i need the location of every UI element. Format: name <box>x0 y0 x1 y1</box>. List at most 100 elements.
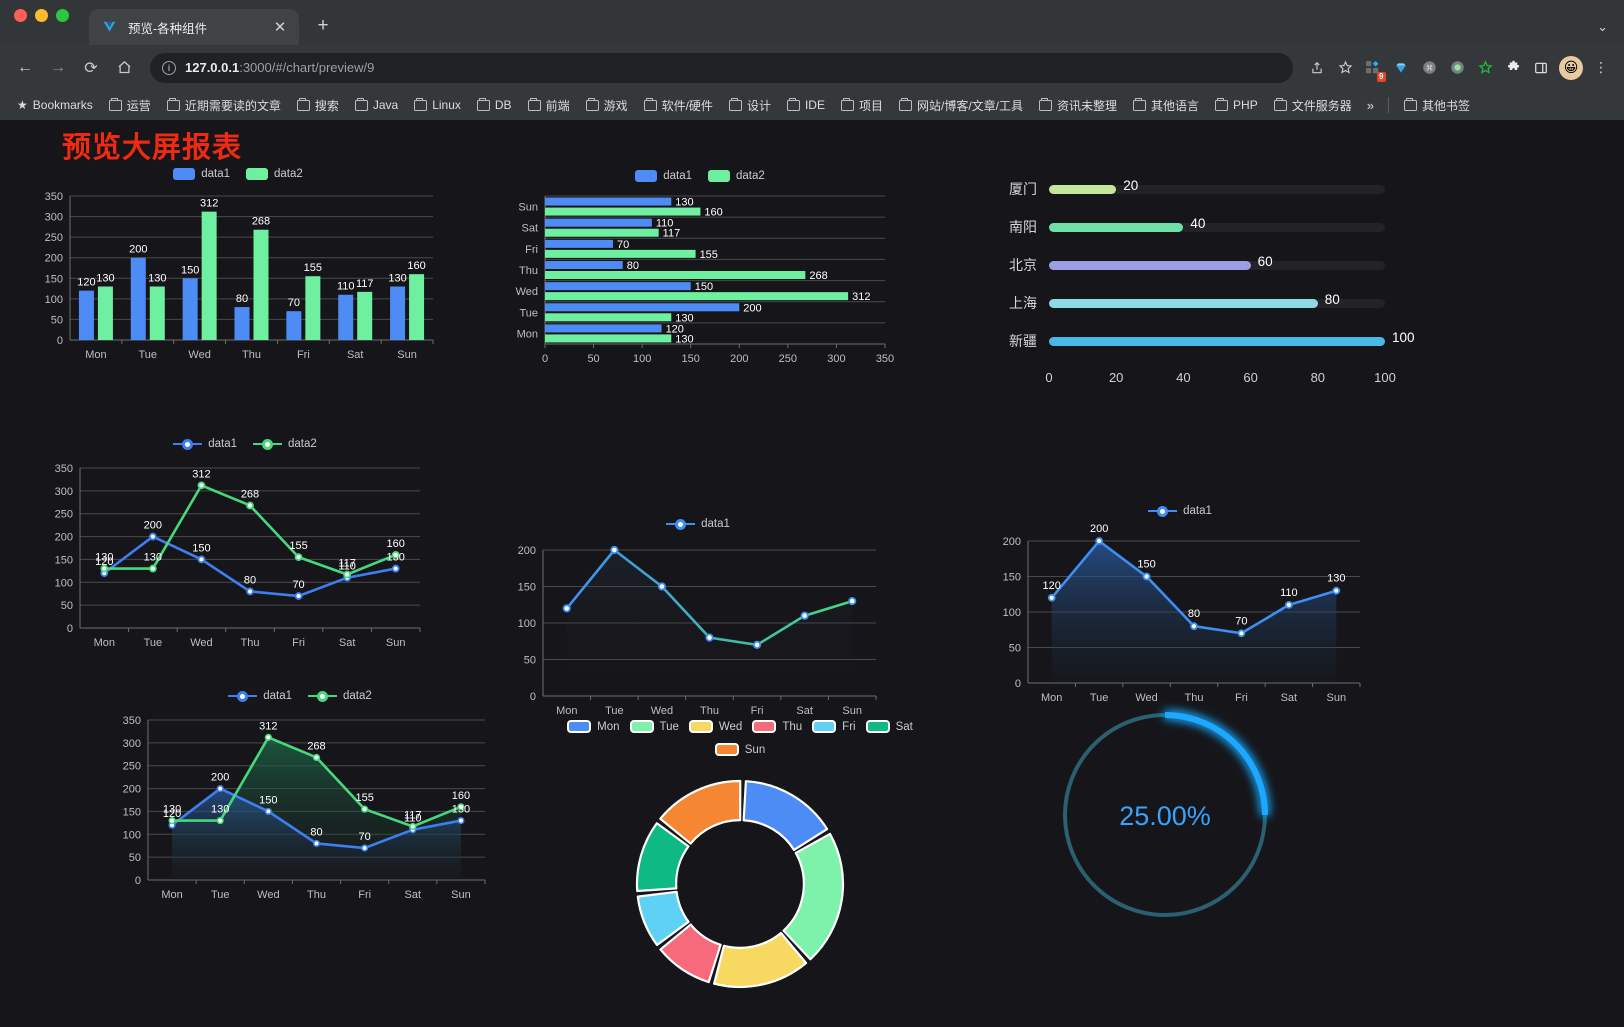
home-button[interactable] <box>109 53 139 83</box>
svg-text:117: 117 <box>663 228 681 240</box>
progress-track: 100 <box>1049 330 1415 346</box>
bookmarks-overflow-button[interactable]: » <box>1366 97 1374 113</box>
legend-label: Tue <box>659 720 679 733</box>
circle-extension-icon[interactable] <box>1444 55 1470 81</box>
legend-item[interactable]: data1 <box>173 438 237 450</box>
legend-item[interactable]: Thu <box>752 720 802 733</box>
legend-item[interactable]: Mon <box>567 720 620 733</box>
donut-slice[interactable] <box>636 890 690 947</box>
legend-label: data1 <box>701 518 730 530</box>
progress-axis: 0 20 40 60 80 100 <box>1045 370 1395 390</box>
legend-item[interactable]: data2 <box>708 170 765 182</box>
forward-button[interactable]: → <box>50 58 66 76</box>
extension-badge-icon[interactable]: 9 <box>1360 55 1386 82</box>
bookmark-folder[interactable]: 软件/硬件 <box>637 94 720 117</box>
svg-text:130: 130 <box>144 552 162 564</box>
legend-item[interactable]: data2 <box>308 690 372 702</box>
legend-item[interactable]: data1 <box>1148 505 1212 517</box>
svg-text:300: 300 <box>55 486 73 498</box>
folder-icon <box>527 98 541 111</box>
url-host: 127.0.0.1 <box>185 60 240 75</box>
legend-item[interactable]: data1 <box>228 690 292 702</box>
legend-item[interactable]: data1 <box>666 518 730 530</box>
svg-text:200: 200 <box>518 545 536 557</box>
bookmark-folder[interactable]: PHP <box>1208 95 1265 115</box>
sidepanel-icon[interactable] <box>1528 55 1554 81</box>
legend-item[interactable]: data2 <box>246 168 303 180</box>
bookmark-folder[interactable]: Java <box>348 95 405 115</box>
svg-text:Tue: Tue <box>144 637 163 649</box>
reload-button[interactable]: ⟳ <box>84 59 98 77</box>
other-bookmarks-folder[interactable]: 其他书签 <box>1397 94 1477 117</box>
donut-slice[interactable] <box>713 931 808 989</box>
minimize-window-button[interactable] <box>35 9 48 22</box>
bookmark-folder[interactable]: IDE <box>780 95 832 115</box>
legend-item[interactable]: Fri <box>812 720 856 733</box>
browser-tab[interactable]: 预览-各种组件 ✕ <box>89 9 299 45</box>
close-tab-button[interactable]: ✕ <box>273 19 287 36</box>
bookmark-folder[interactable]: 搜索 <box>290 94 346 117</box>
progress-value: 40 <box>1190 215 1206 231</box>
bookmark-star-icon[interactable] <box>1332 55 1358 81</box>
bookmark-manager-item[interactable]: ★ Bookmarks <box>10 95 100 115</box>
svg-text:Tue: Tue <box>519 307 538 319</box>
bookmark-label: PHP <box>1233 98 1258 112</box>
bookmark-folder[interactable]: 其他语言 <box>1126 94 1206 117</box>
bookmark-folder[interactable]: 近期需要读的文章 <box>160 94 288 117</box>
progress-value: 100 <box>1392 329 1415 345</box>
bookmark-folder[interactable]: 设计 <box>722 94 778 117</box>
area-single-plot: 0 50 100 150 200 Mon Tue Wed Thu Fri Sat Sun 120 200 1… <box>1003 523 1361 704</box>
donut-slice[interactable] <box>635 822 690 893</box>
bookmark-folder[interactable]: 运营 <box>102 94 158 117</box>
bookmark-folder[interactable]: 网站/博客/文章/工具 <box>892 94 1030 117</box>
diamond-extension-icon[interactable] <box>1388 55 1414 81</box>
donut-slice[interactable] <box>659 779 742 845</box>
axis-tick: 100 <box>1374 370 1396 385</box>
command-extension-icon[interactable]: ⌘ <box>1416 55 1442 81</box>
svg-text:130: 130 <box>387 552 405 564</box>
bookmark-folder[interactable]: 资讯未整理 <box>1032 94 1124 117</box>
legend-label: Sat <box>895 720 913 733</box>
progress-fill <box>1049 336 1385 346</box>
svg-text:250: 250 <box>45 232 63 244</box>
chevron-down-icon[interactable]: ⌄ <box>1597 19 1608 34</box>
bookmark-folder[interactable]: 游戏 <box>579 94 635 117</box>
site-info-icon[interactable]: i <box>162 60 176 75</box>
puzzle-extension-icon[interactable] <box>1500 55 1526 81</box>
close-window-button[interactable] <box>14 9 27 22</box>
new-tab-button[interactable]: + <box>317 15 329 36</box>
legend-item[interactable]: data1 <box>635 170 692 182</box>
star-green-extension-icon[interactable] <box>1472 55 1498 81</box>
legend-item[interactable]: Sun <box>714 743 765 756</box>
back-button[interactable]: ← <box>17 58 33 76</box>
bookmark-folder[interactable]: 项目 <box>834 94 890 117</box>
svg-text:Fri: Fri <box>297 349 310 361</box>
share-icon[interactable] <box>1304 55 1330 81</box>
divider <box>1387 97 1389 113</box>
donut-slice[interactable] <box>782 832 845 961</box>
donut-slice[interactable] <box>742 780 829 852</box>
bookmark-folder[interactable]: Linux <box>407 95 468 115</box>
bookmark-folder[interactable]: 文件服务器 <box>1267 94 1359 117</box>
kebab-menu-icon[interactable]: ⋮ <box>1594 59 1608 75</box>
svg-text:268: 268 <box>307 740 325 752</box>
legend-marker <box>308 690 337 702</box>
bookmark-folder[interactable]: DB <box>470 95 519 115</box>
legend: data1 data2 <box>35 438 455 450</box>
bookmark-label: 其他语言 <box>1151 98 1200 113</box>
legend-item[interactable]: Sat <box>865 720 913 733</box>
legend-item[interactable]: Tue <box>629 720 679 733</box>
line-two-series-plot: 0 50 100 150 200 250 300 350 Mon Tue Wed Thu Fri Sat S… <box>55 463 421 649</box>
address-bar[interactable]: i 127.0.0.1:3000/#/chart/preview/9 <box>150 52 1293 83</box>
profile-avatar[interactable]: 😀 <box>1559 55 1583 80</box>
folder-icon <box>1403 98 1417 111</box>
svg-text:200: 200 <box>129 244 147 256</box>
legend-item[interactable]: data1 <box>173 168 230 180</box>
legend-item[interactable]: data2 <box>253 438 317 450</box>
donut-slice[interactable] <box>659 923 722 984</box>
maximize-window-button[interactable] <box>56 9 69 22</box>
legend-item[interactable]: Wed <box>688 720 742 733</box>
svg-text:100: 100 <box>55 577 73 589</box>
svg-text:50: 50 <box>51 314 63 326</box>
bookmark-folder[interactable]: 前端 <box>521 94 577 117</box>
